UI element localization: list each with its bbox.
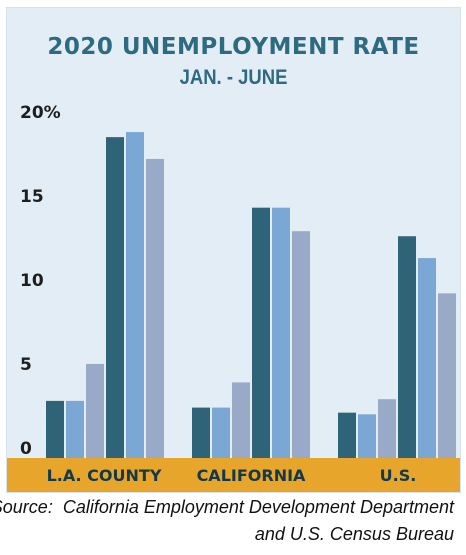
y-tick-label: 5 <box>20 355 32 375</box>
bar-2-1 <box>192 407 210 458</box>
bar-3-4 <box>398 236 416 458</box>
bar-3-3 <box>378 399 396 458</box>
source-line-1: Source: California Employment Developmen… <box>0 497 454 517</box>
bar-3-1 <box>338 412 356 458</box>
bar-3-5 <box>418 258 436 458</box>
bar-1-2 <box>66 400 84 458</box>
bar-1-3 <box>86 363 104 458</box>
bar-3-6 <box>438 293 456 458</box>
y-axis-ticks: 0 5 10 15 20% <box>20 103 61 459</box>
source-line-2: and U.S. Census Bureau <box>254 524 454 544</box>
y-tick-label: 10 <box>20 271 44 291</box>
bar-1-4 <box>106 137 124 458</box>
category-label: CALIFORNIA <box>197 466 306 485</box>
y-tick-label: 20% <box>20 103 61 123</box>
bar-2-2 <box>212 407 230 458</box>
bar-1-1 <box>46 400 64 458</box>
bar-2-6 <box>292 231 310 458</box>
bar-2-3 <box>232 382 250 458</box>
chart-subtitle: JAN. - JUNE <box>179 66 288 89</box>
bar-2-4 <box>252 207 270 458</box>
category-band <box>7 458 460 492</box>
category-label: U.S. <box>380 466 417 485</box>
category-label: L.A. COUNTY <box>47 466 162 485</box>
chart-title: 2020 UNEMPLOYMENT RATE <box>47 34 420 60</box>
bar-3-2 <box>358 414 376 458</box>
y-tick-label: 15 <box>20 187 44 207</box>
y-tick-label: 0 <box>20 439 32 459</box>
bar-1-5 <box>126 132 144 458</box>
bar-group <box>46 132 456 458</box>
category-labels: L.A. COUNTY CALIFORNIA U.S. <box>47 466 417 485</box>
bar-1-6 <box>146 158 164 458</box>
bar-2-5 <box>272 207 290 458</box>
